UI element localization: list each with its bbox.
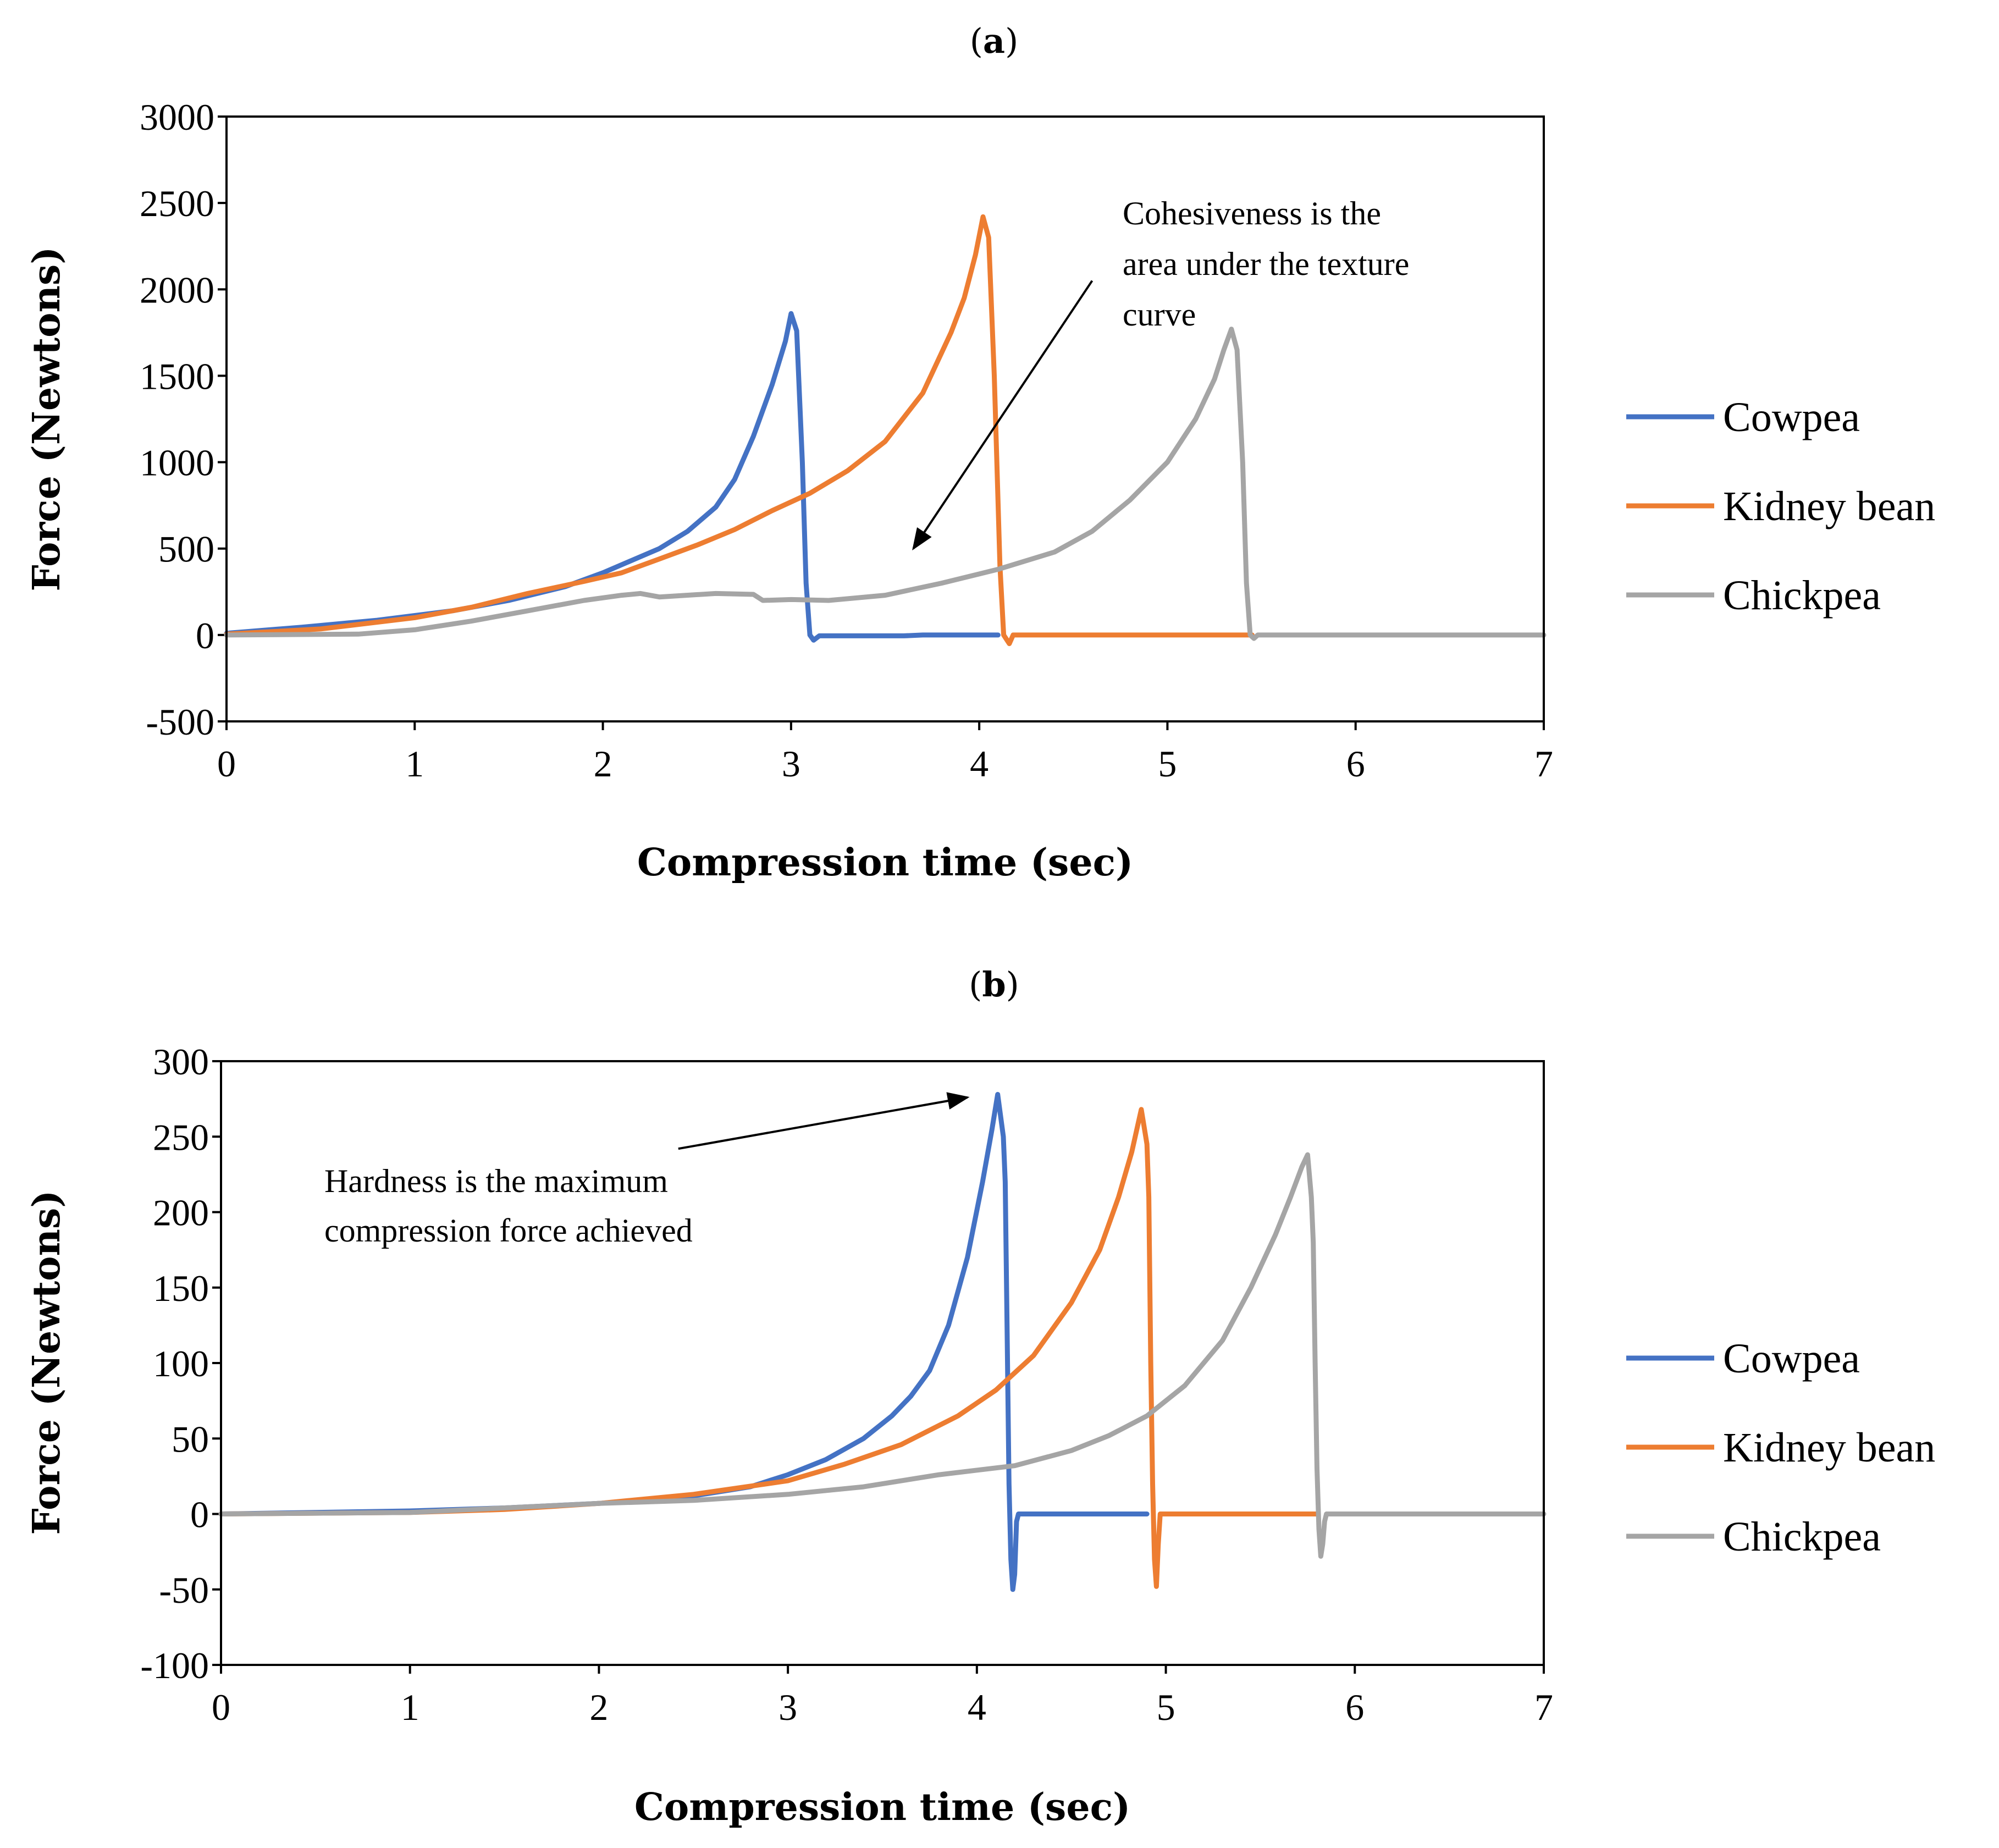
panel-b-annotation: Hardness is the maximum compression forc… (324, 1092, 970, 1249)
panel-a-x-tick-label: 6 (1346, 743, 1365, 785)
panel-b-legend: Cowpea Kidney bean Chickpea (1626, 1336, 1935, 1560)
panel-b-annotation-line-1: Hardness is the maximum (324, 1163, 668, 1199)
panel-a-y-axis-title: Force (Newtons) (25, 247, 69, 592)
panel-b-y-tick-label: 150 (153, 1267, 209, 1309)
panel-b-y-axis-title: Force (Newtons) (25, 1190, 69, 1535)
panel-a-annotation-line-3: curve (1123, 296, 1196, 333)
panel-b-y-tick-label: -50 (159, 1569, 209, 1611)
panel-b-x-axis-title: Compression time (sec) (634, 1785, 1130, 1829)
panel-b-x-tick-label: 1 (401, 1686, 419, 1728)
panel-b-series-chickpea (218, 1152, 1547, 1559)
panel-b-x-tick-label: 7 (1534, 1686, 1553, 1728)
panel-a-y-tick-label: 1000 (140, 442, 214, 484)
panel-a-series-chickpea (224, 327, 1547, 641)
panel-a-y-tick-label: 1500 (140, 355, 214, 397)
panel-a-x-tick-label: 1 (405, 743, 424, 785)
legend-b-label-chickpea: Chickpea (1723, 1514, 1881, 1560)
panel-a-x-tick-label: 5 (1158, 743, 1177, 785)
panel-b-x-tick-label: 0 (212, 1686, 230, 1728)
panel-a-y-tick-label: 2500 (140, 183, 214, 224)
panel-a-x-axis-title: Compression time (sec) (637, 841, 1133, 885)
panel-b-y-tick-label: 0 (190, 1494, 209, 1536)
panel-a-x-axis: 0 1 2 3 4 5 6 7 (217, 720, 1553, 785)
panel-b-y-tick-label: -100 (140, 1645, 209, 1686)
panel-a-series-kidney-bean (224, 214, 1255, 647)
panel-b-plot-frame (220, 1060, 1545, 1666)
panel-b-series-kidney-bean (218, 1107, 1319, 1589)
panel-b-x-tick-label: 3 (778, 1686, 797, 1728)
panel-b-y-tick-label: 300 (153, 1041, 209, 1083)
panel-a-y-tick-label: 2000 (140, 269, 214, 311)
panel-b-y-tick-label: 200 (153, 1192, 209, 1234)
panel-a-y-tick-label: 0 (196, 615, 214, 657)
panel-b-x-tick-label: 4 (968, 1686, 986, 1728)
panel-a-annotation-line-1: Cohesiveness is the (1123, 195, 1381, 231)
panel-a-annotation-line-2: area under the texture (1123, 246, 1409, 282)
panel-a-annotation: Cohesiveness is the area under the textu… (912, 195, 1409, 551)
panel-b-y-tick-label: 50 (172, 1418, 209, 1460)
panel-b-x-axis: 0 1 2 3 4 5 6 7 (212, 1664, 1553, 1728)
legend-b-label-cowpea: Cowpea (1723, 1336, 1860, 1382)
panel-a-plot-frame (225, 115, 1545, 722)
panel-b-annotation-arrow (678, 1092, 970, 1150)
legend-a-label-cowpea: Cowpea (1723, 394, 1860, 440)
panel-b-label: (b) (969, 964, 1019, 1005)
panel-b-annotation-line-2: compression force achieved (324, 1212, 693, 1249)
panel-a-y-tick-label: 3000 (140, 96, 214, 138)
panel-b-x-tick-label: 5 (1157, 1686, 1175, 1728)
panel-a-x-tick-label: 2 (594, 743, 612, 785)
panel-b-x-tick-label: 6 (1345, 1686, 1364, 1728)
panel-a-series-cowpea (224, 311, 1001, 643)
legend-a-label-kidney-bean: Kidney bean (1723, 483, 1935, 529)
panel-a-x-tick-label: 7 (1534, 743, 1553, 785)
panel-a-label: (a) (970, 21, 1019, 61)
panel-a-y-axis: -500 0 500 1000 1500 2000 2500 3000 (140, 96, 227, 743)
panel-a-series (224, 214, 1547, 647)
panel-a-x-tick-label: 3 (782, 743, 800, 785)
panel-b: (b) -100 -50 0 50 100 150 200 250 300 0 1 2 3 4 5 6 7 F… (25, 964, 1935, 1829)
panel-a-y-tick-label: -500 (146, 701, 214, 743)
panel-a-x-tick-label: 4 (970, 743, 989, 785)
panel-a-annotation-arrow (912, 280, 1094, 551)
panel-b-y-tick-label: 100 (153, 1343, 209, 1384)
panel-b-series (218, 1091, 1547, 1592)
panel-a-x-tick-label: 0 (217, 743, 236, 785)
panel-a-legend: Cowpea Kidney bean Chickpea (1626, 394, 1935, 619)
panel-b-x-tick-label: 2 (589, 1686, 608, 1728)
panel-b-y-axis: -100 -50 0 50 100 150 200 250 300 (140, 1041, 221, 1686)
legend-b-label-kidney-bean: Kidney bean (1723, 1425, 1935, 1471)
legend-a-label-chickpea: Chickpea (1723, 572, 1881, 619)
panel-a-y-tick-label: 500 (158, 528, 214, 570)
panel-b-y-tick-label: 250 (153, 1116, 209, 1158)
